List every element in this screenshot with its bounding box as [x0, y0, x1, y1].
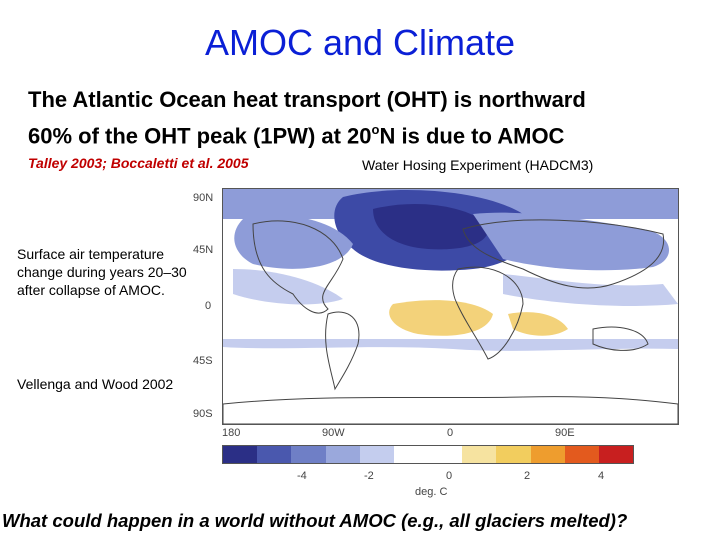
caption-text: Surface air temperature change during ye… [17, 246, 187, 298]
north-america-cooling-patch [234, 215, 353, 269]
light-cooling-patch-2 [503, 274, 678, 306]
south-america-outline [325, 311, 360, 391]
colorbar-tick-4: 4 [598, 470, 605, 482]
subtitle-line-2-end: N is due to AMOC [379, 123, 565, 149]
colorbar-swatch [291, 446, 326, 463]
colorbar-swatch [325, 446, 360, 463]
subtitle-line-2-start: 60% of the OHT peak (1PW) at 20 [28, 123, 372, 149]
colorbar-tick-0: 0 [446, 470, 453, 482]
lat-label-45n: 45N [193, 244, 214, 256]
lat-label-90s: 90S [193, 408, 213, 420]
source-text: Vellenga and Wood 2002 [17, 376, 174, 392]
colorbar-swatch [564, 446, 599, 463]
colorbar-swatch [598, 446, 634, 463]
light-cooling-patch-1 [233, 269, 343, 305]
lon-label-90w: 90W [322, 427, 345, 439]
lat-label-45s: 45S [193, 355, 213, 367]
colorbar-swatch [393, 446, 429, 463]
experiment-label: Water Hosing Experiment (HADCM3) [362, 157, 594, 173]
colorbar-swatch [223, 446, 258, 463]
colorbar-tick-minus2: -2 [364, 470, 374, 482]
map-svg [223, 189, 678, 424]
citation: Talley 2003; Boccaletti et al. 2005 [28, 155, 249, 171]
north-america-outline [252, 220, 344, 314]
colorbar-swatch [462, 446, 497, 463]
colorbar-swatch [359, 446, 394, 463]
subtitle-line-1: The Atlantic Ocean heat transport (OHT) … [28, 87, 586, 112]
africa-outline [452, 266, 524, 360]
eurasia-cooling-patch [473, 212, 670, 271]
lat-label-90n: 90N [193, 192, 214, 204]
colorbar-tick-minus4: -4 [297, 470, 307, 482]
colorbar-tick-2: 2 [524, 470, 531, 482]
slide-title: AMOC and Climate [204, 22, 516, 63]
slide-subtitle: The Atlantic Ocean heat transport (OHT) … [28, 84, 708, 151]
lat-label-0: 0 [205, 300, 212, 312]
degree-superscript: o [371, 122, 380, 137]
colorbar-swatch [496, 446, 531, 463]
south-atlantic-warm-patch [389, 300, 493, 336]
north-atlantic-core-patch [373, 204, 489, 250]
colorbar [222, 445, 634, 464]
southern-light-band [223, 339, 678, 351]
colorbar-swatch [530, 446, 565, 463]
colorbar-swatch [428, 446, 463, 463]
colorbar-swatch [257, 446, 292, 463]
closing-question: What could happen in a world without AMO… [2, 510, 628, 531]
lon-label-0: 0 [447, 427, 454, 439]
lon-label-180: 180 [222, 427, 241, 439]
subtitle-line-2: 60% of the OHT peak (1PW) at 20oN is due… [28, 115, 708, 151]
antarctica-outline [223, 396, 678, 424]
lon-label-90e: 90E [555, 427, 575, 439]
indian-ocean-warm-patch [508, 312, 568, 336]
australia-outline [592, 326, 649, 351]
temperature-change-map [222, 188, 679, 425]
eurasia-outline [462, 219, 665, 289]
colorbar-unit: deg. C [415, 486, 448, 498]
